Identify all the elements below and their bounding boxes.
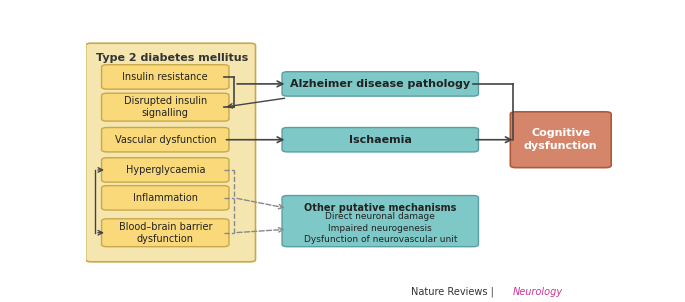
FancyBboxPatch shape [101,219,229,247]
Text: Type 2 diabetes mellitus: Type 2 diabetes mellitus [96,53,249,63]
Text: Alzheimer disease pathology: Alzheimer disease pathology [290,79,471,89]
Text: Blood–brain barrier
dysfunction: Blood–brain barrier dysfunction [119,222,212,244]
Text: Neurology: Neurology [512,287,562,297]
Text: Nature Reviews |: Nature Reviews | [411,286,497,297]
Text: Direct neuronal damage
Impaired neurogenesis
Dysfunction of neurovascular unit: Direct neuronal damage Impaired neurogen… [303,212,457,244]
FancyBboxPatch shape [86,43,256,262]
Text: Vascular dysfunction: Vascular dysfunction [114,135,216,145]
Text: Hyperglycaemia: Hyperglycaemia [125,165,205,175]
Text: Other putative mechanisms: Other putative mechanisms [304,203,456,213]
FancyBboxPatch shape [282,195,478,247]
FancyBboxPatch shape [101,127,229,152]
FancyBboxPatch shape [101,65,229,89]
Text: Cognitive
dysfunction: Cognitive dysfunction [524,128,597,151]
Text: Inflammation: Inflammation [133,193,198,203]
FancyBboxPatch shape [510,112,611,168]
Text: Insulin resistance: Insulin resistance [123,72,208,82]
Text: Ischaemia: Ischaemia [349,135,412,145]
Text: Disrupted insulin
signalling: Disrupted insulin signalling [123,96,207,118]
FancyBboxPatch shape [282,72,478,96]
FancyBboxPatch shape [101,93,229,121]
FancyBboxPatch shape [101,158,229,182]
FancyBboxPatch shape [282,127,478,152]
FancyBboxPatch shape [101,186,229,210]
